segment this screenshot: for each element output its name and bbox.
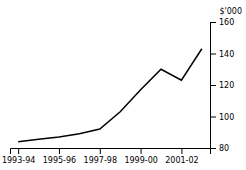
x-axis: 1993-94 1995-96 1997-98 1999-00 2001-02: [2, 148, 211, 165]
plot: 1993-94 1995-96 1997-98 1999-00 2001-02 80 100…: [2, 18, 234, 165]
y-tick: 120: [210, 81, 234, 90]
y-tick-mark: [210, 22, 216, 23]
x-tick-mark: [100, 148, 101, 154]
y-tick: 80: [210, 144, 229, 153]
y-tick-label: 140: [219, 50, 234, 59]
x-axis-line: [11, 149, 211, 155]
y-tick: 100: [210, 113, 234, 122]
marks: [18, 49, 202, 142]
y-axis-line: [211, 23, 217, 149]
x-tick-mark: [18, 148, 19, 154]
x-tick-label: 1995-96: [43, 156, 76, 165]
x-tick-mark: [181, 148, 182, 154]
y-axis: 80 100 120 140 160: [210, 18, 234, 153]
x-tick-mark: [59, 148, 60, 154]
y-tick-label: 120: [219, 81, 234, 90]
y-tick-label: 160: [219, 18, 234, 27]
x-tick: 2001-02: [165, 148, 198, 165]
y-tick: 140: [210, 50, 234, 59]
y-tick: 160: [210, 18, 234, 27]
x-tick: 1999-00: [124, 148, 157, 165]
y-tick-mark: [210, 148, 216, 149]
y-tick-mark: [210, 85, 216, 86]
x-tick: 1997-98: [84, 148, 117, 165]
y-axis-label: $'000: [219, 7, 242, 16]
line: [18, 49, 202, 142]
x-tick-label: 1999-00: [124, 156, 157, 165]
x-tick-mark: [141, 148, 142, 154]
y-tick-label: 80: [219, 144, 229, 153]
x-tick: 1995-96: [43, 148, 76, 165]
x-tick-label: 1997-98: [84, 156, 117, 165]
x-tick-label: 2001-02: [165, 156, 198, 165]
x-tick: 1993-94: [2, 148, 35, 165]
x-tick-label: 1993-94: [2, 156, 35, 165]
chart: 1993-94 1995-96 1997-98 1999-00 2001-02 80 100…: [0, 0, 246, 170]
y-tick-label: 100: [219, 113, 234, 122]
y-tick-mark: [210, 54, 216, 55]
y-tick-mark: [210, 117, 216, 118]
